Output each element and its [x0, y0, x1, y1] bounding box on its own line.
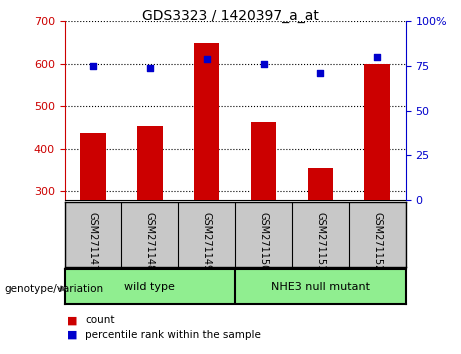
Bar	[307, 168, 333, 200]
Point	[89, 63, 97, 69]
Text: GSM271148: GSM271148	[145, 212, 155, 271]
Bar	[251, 122, 276, 200]
Text: GSM271152: GSM271152	[372, 212, 382, 271]
Bar	[194, 44, 219, 200]
Text: percentile rank within the sample: percentile rank within the sample	[85, 330, 261, 339]
Point	[260, 61, 267, 67]
Text: ■: ■	[67, 315, 77, 325]
Text: genotype/variation: genotype/variation	[5, 284, 104, 293]
Text: GDS3323 / 1420397_a_at: GDS3323 / 1420397_a_at	[142, 9, 319, 23]
Text: GSM271147: GSM271147	[88, 212, 98, 271]
Text: count: count	[85, 315, 115, 325]
Bar	[80, 133, 106, 200]
Point	[146, 65, 154, 70]
Point	[317, 70, 324, 76]
Text: GSM271151: GSM271151	[315, 212, 325, 271]
Text: wild type: wild type	[124, 282, 175, 292]
Text: ■: ■	[67, 330, 77, 339]
Point	[373, 54, 381, 60]
Bar	[365, 64, 390, 200]
Bar	[137, 126, 163, 200]
Text: GSM271150: GSM271150	[259, 212, 269, 271]
Text: NHE3 null mutant: NHE3 null mutant	[271, 282, 370, 292]
Text: GSM271149: GSM271149	[201, 212, 212, 271]
Point	[203, 56, 210, 62]
